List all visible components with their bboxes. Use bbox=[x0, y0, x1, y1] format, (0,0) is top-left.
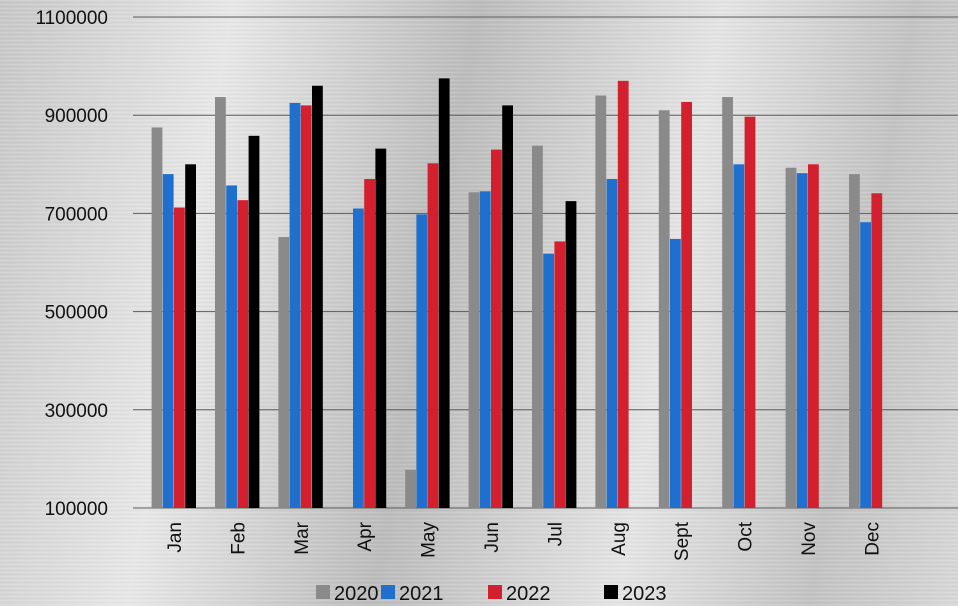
legend: 2020 2021 2022 2023 bbox=[316, 583, 667, 605]
bar-2022-feb bbox=[237, 200, 249, 508]
bar-2022-aug bbox=[617, 80, 629, 508]
bar-2023-jul bbox=[565, 201, 577, 509]
x-category-label: Apr bbox=[355, 521, 376, 551]
bar-2023-feb bbox=[248, 135, 260, 508]
x-category-label: Feb bbox=[228, 522, 249, 555]
bar-2023-jun bbox=[502, 105, 513, 508]
bar-2021-jul bbox=[543, 253, 554, 508]
y-tick-label: 1100000 bbox=[35, 8, 108, 29]
bar-2022-nov bbox=[808, 164, 819, 509]
x-category-label: Jan bbox=[165, 522, 186, 553]
bar-series bbox=[151, 78, 883, 509]
x-category-label: Sept bbox=[672, 521, 693, 561]
bar-2023-may bbox=[438, 78, 450, 509]
bar-2022-jan bbox=[174, 207, 185, 508]
bar-2022-dec bbox=[871, 193, 883, 508]
bar-2020-jun bbox=[468, 192, 480, 509]
bar-2021-may bbox=[416, 214, 428, 508]
x-category-label: Aug bbox=[609, 522, 630, 556]
bar-2022-mar bbox=[300, 105, 312, 508]
bar-2023-jan bbox=[185, 164, 196, 509]
x-category-label: Mar bbox=[292, 521, 313, 554]
legend-swatch-2023 bbox=[604, 585, 618, 599]
bar-2021-feb bbox=[226, 185, 237, 508]
y-tick-label: 100000 bbox=[45, 499, 108, 520]
bar-2020-feb bbox=[215, 97, 226, 508]
bar-2023-mar bbox=[312, 85, 323, 509]
bar-2021-oct bbox=[733, 164, 745, 509]
x-category-label: Jun bbox=[482, 522, 503, 553]
bar-2020-jul bbox=[532, 145, 543, 508]
x-category-label: May bbox=[419, 522, 440, 558]
bar-2021-nov bbox=[796, 173, 808, 508]
bar-2020-sept bbox=[658, 110, 670, 508]
legend-label-2021: 2021 bbox=[399, 583, 444, 605]
x-category-label: Nov bbox=[799, 522, 820, 556]
bar-2020-aug bbox=[595, 95, 607, 508]
bar-2020-jan bbox=[151, 127, 163, 508]
x-category-label: Dec bbox=[862, 522, 883, 556]
bar-2022-apr bbox=[364, 179, 375, 508]
y-tick-label: 900000 bbox=[45, 106, 108, 127]
x-category-label: Oct bbox=[736, 521, 757, 551]
y-tick-label: 700000 bbox=[45, 204, 108, 225]
legend-swatch-2020 bbox=[316, 585, 330, 599]
bar-2021-apr bbox=[353, 208, 364, 509]
legend-label-2020: 2020 bbox=[334, 583, 379, 605]
bar-2020-nov bbox=[785, 167, 797, 509]
bar-2021-jan bbox=[162, 174, 174, 508]
y-axis-tick-labels: 1100000 900000 700000 500000 300000 100000 bbox=[35, 8, 108, 520]
bar-2020-mar bbox=[278, 236, 290, 508]
bar-2022-oct bbox=[744, 116, 756, 509]
bar-2020-may bbox=[405, 469, 416, 508]
bar-2021-jun bbox=[479, 191, 491, 508]
x-category-label: Jul bbox=[545, 522, 566, 546]
bar-2020-dec bbox=[849, 174, 860, 508]
bar-2022-may bbox=[427, 163, 439, 508]
legend-label-2023: 2023 bbox=[622, 583, 667, 605]
x-axis-category-labels: Jan Feb Mar Apr May Jun Jul Aug Sept Oct Nov Dec bbox=[165, 521, 883, 561]
bar-2020-oct bbox=[722, 97, 733, 508]
legend-label-2022: 2022 bbox=[506, 583, 551, 605]
bar-2021-mar bbox=[289, 102, 301, 509]
y-tick-label: 500000 bbox=[45, 303, 108, 324]
legend-swatch-2021 bbox=[381, 585, 395, 599]
bar-2022-sept bbox=[681, 101, 692, 508]
bar-2023-apr bbox=[375, 148, 387, 508]
y-tick-label: 300000 bbox=[45, 401, 108, 422]
legend-swatch-2022 bbox=[488, 585, 502, 599]
bar-2021-sept bbox=[670, 238, 681, 508]
bar-2022-jul bbox=[554, 241, 566, 508]
bar-2021-aug bbox=[606, 179, 618, 508]
bar-2022-jun bbox=[491, 149, 502, 508]
bar-2021-dec bbox=[860, 222, 871, 509]
